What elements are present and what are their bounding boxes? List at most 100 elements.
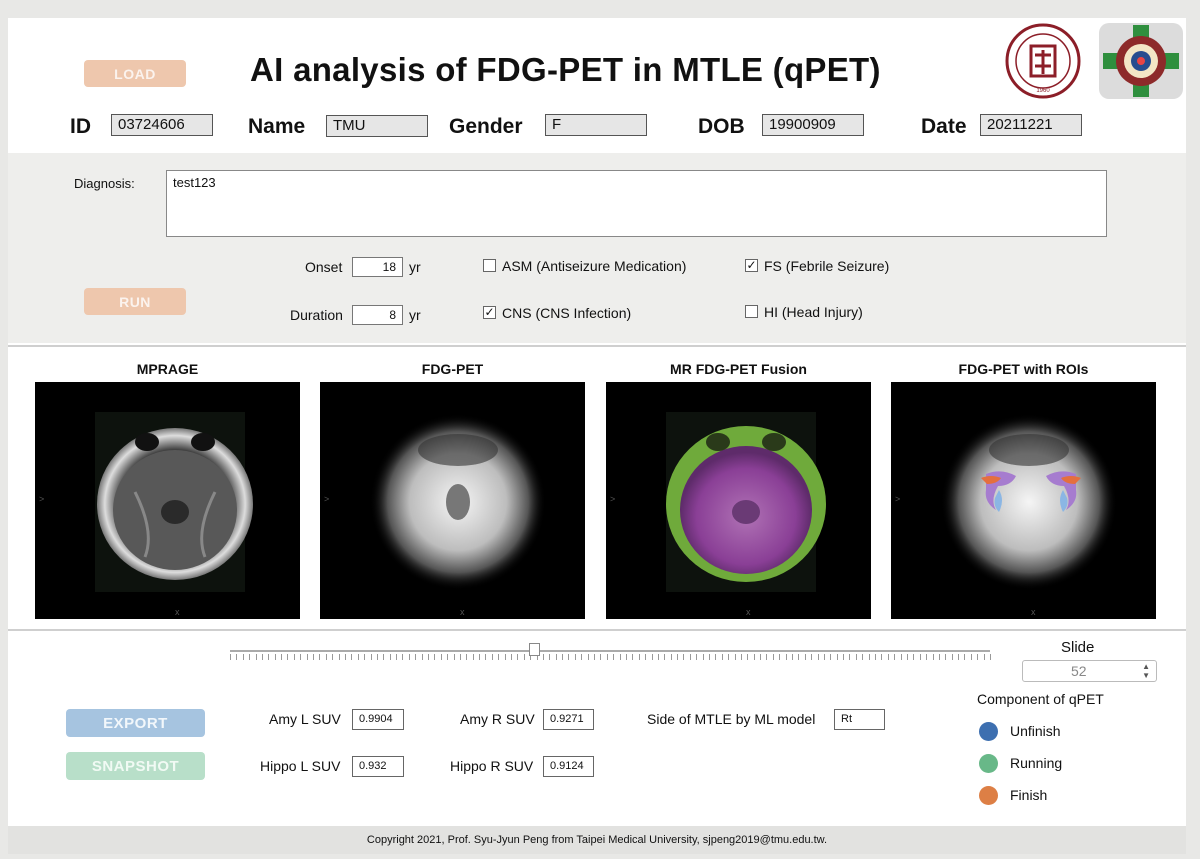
slider-tick (645, 654, 647, 660)
divider (8, 629, 1186, 631)
slider-tick (753, 654, 755, 660)
page-title: AI analysis of FDG-PET in MTLE (qPET) (250, 51, 881, 88)
slider-tick (319, 654, 321, 660)
slider-tick (747, 654, 749, 660)
unfinish-label: Unfinish (1010, 723, 1061, 739)
slider-tick (453, 654, 455, 660)
slider-tick (772, 654, 774, 660)
slice-slider-thumb[interactable] (529, 643, 540, 656)
id-field[interactable]: 03724606 (111, 114, 213, 136)
slider-tick (408, 654, 410, 660)
slider-tick (402, 654, 404, 660)
fs-label: FS (Febrile Seizure) (764, 258, 890, 274)
slider-tick (293, 654, 295, 660)
fdgpet-image[interactable]: > x (320, 382, 585, 619)
diagnosis-textarea[interactable]: test123 (166, 170, 1107, 237)
slider-tick (255, 654, 257, 660)
slider-tick (760, 654, 762, 660)
name-field[interactable]: TMU (326, 115, 428, 137)
slider-tick (638, 654, 640, 660)
slider-tick (881, 654, 883, 660)
running-status-icon (979, 754, 998, 773)
slider-tick (568, 654, 570, 660)
hippo-r-value: 0.9124 (543, 756, 594, 777)
snapshot-button[interactable]: SNAPSHOT (66, 752, 205, 780)
slider-tick (281, 654, 283, 660)
slider-tick (811, 654, 813, 660)
slider-tick (715, 654, 717, 660)
asm-checkbox[interactable] (483, 259, 496, 272)
hi-label: HI (Head Injury) (764, 304, 863, 320)
slice-slider-track[interactable] (230, 650, 990, 652)
slider-tick (287, 654, 289, 660)
slider-tick (804, 654, 806, 660)
slider-tick (708, 654, 710, 660)
fusion-image[interactable]: > x (606, 382, 871, 619)
cns-checkbox[interactable]: ✓ (483, 305, 496, 319)
hippo-r-label: Hippo R SUV (450, 758, 534, 774)
fdgpet-title: FDG-PET (421, 361, 484, 377)
slider-tick (900, 654, 902, 660)
slider-tick (823, 654, 825, 660)
amy-r-value: 0.9271 (543, 709, 594, 730)
slider-tick (964, 654, 966, 660)
slider-tick (389, 654, 391, 660)
slider-tick (894, 654, 896, 660)
axis-mark-y: > (324, 494, 329, 504)
slider-tick (779, 654, 781, 660)
date-field[interactable]: 20211221 (980, 114, 1082, 136)
slider-tick (325, 654, 327, 660)
run-button[interactable]: RUN (84, 288, 186, 315)
slider-tick (242, 654, 244, 660)
duration-input[interactable]: 8 (352, 305, 403, 325)
slider-tick (938, 654, 940, 660)
onset-input[interactable]: 18 (352, 257, 403, 277)
divider (8, 345, 1186, 347)
slider-tick (970, 654, 972, 660)
mprage-title: MPRAGE (136, 361, 199, 377)
export-button[interactable]: EXPORT (66, 709, 205, 737)
slider-tick (274, 654, 276, 660)
spin-arrows-icon[interactable]: ▲ ▼ (1142, 662, 1150, 680)
slider-tick (562, 654, 564, 660)
slider-tick (594, 654, 596, 660)
axis-mark-x: x (746, 607, 751, 617)
dob-field[interactable]: 19900909 (762, 114, 864, 136)
gender-field[interactable]: F (545, 114, 647, 136)
slider-tick (619, 654, 621, 660)
rois-image[interactable]: > x (891, 382, 1156, 619)
slider-tick (581, 654, 583, 660)
slider-tick (689, 654, 691, 660)
slider-tick (261, 654, 263, 660)
slider-tick (951, 654, 953, 660)
slider-tick (427, 654, 429, 660)
slider-tick (306, 654, 308, 660)
fs-checkbox[interactable]: ✓ (745, 258, 758, 272)
slider-tick (785, 654, 787, 660)
slider-tick (574, 654, 576, 660)
slider-tick (868, 654, 870, 660)
duration-unit: yr (409, 307, 421, 323)
slider-tick (530, 654, 532, 660)
slider-tick (383, 654, 385, 660)
slider-tick (977, 654, 979, 660)
slider-tick (511, 654, 512, 660)
slider-tick (855, 654, 857, 660)
slider-tick (913, 654, 915, 660)
slider-tick (625, 654, 627, 660)
mprage-image[interactable]: > x (35, 382, 300, 619)
slice-slider-ticks (230, 654, 991, 662)
hi-checkbox[interactable] (745, 305, 758, 318)
onset-label: Onset (305, 259, 343, 275)
load-button[interactable]: LOAD (84, 60, 186, 87)
slider-tick (792, 654, 794, 660)
diagnosis-label: Diagnosis: (74, 176, 135, 191)
slider-tick (945, 654, 947, 660)
slice-spinbox[interactable]: 52 ▲ ▼ (1022, 660, 1157, 682)
slider-tick (798, 654, 800, 660)
slider-tick (983, 654, 985, 660)
slice-value: 52 (1071, 663, 1087, 679)
slider-tick (357, 654, 359, 660)
fusion-title: MR FDG-PET Fusion (670, 361, 807, 377)
svg-text:1960: 1960 (1036, 88, 1050, 94)
